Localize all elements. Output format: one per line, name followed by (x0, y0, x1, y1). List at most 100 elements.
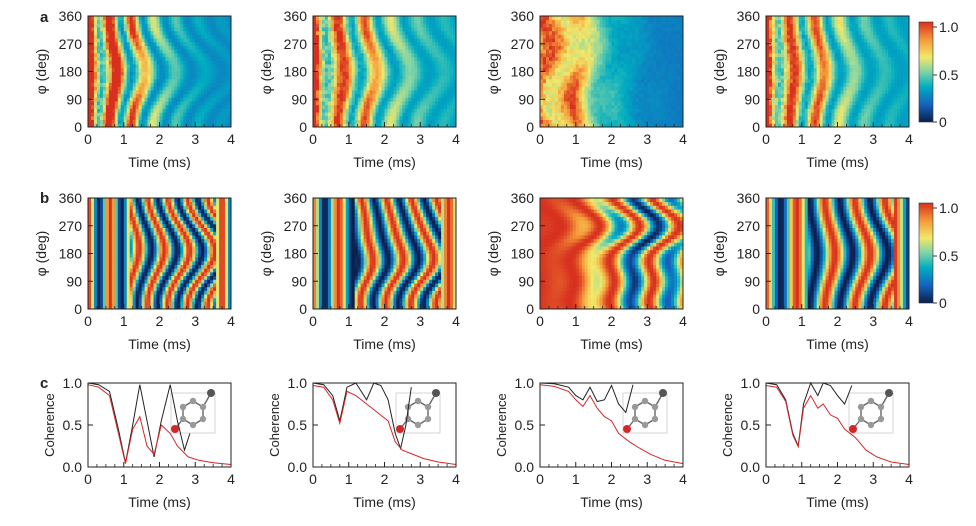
heatmap-cell (554, 101, 559, 106)
heatmap-cell (174, 119, 178, 124)
heatmap-cell (327, 71, 332, 76)
heatmap-cell (219, 93, 223, 98)
heatmap-cell (88, 56, 92, 61)
heatmap-cell (183, 49, 187, 54)
heatmap-cell (584, 64, 589, 69)
heatmap-cell (641, 82, 645, 87)
heatmap-cell (153, 30, 157, 35)
heatmap-cell (623, 19, 627, 24)
heatmap-cell (798, 90, 803, 95)
heatmap-cell (144, 123, 148, 128)
heatmap-cell (111, 82, 116, 87)
heatmap-cell (804, 38, 809, 43)
heatmap-cell (219, 64, 223, 69)
heatmap-cell (372, 49, 376, 54)
heatmap-cell (605, 67, 609, 72)
heatmap-cell (677, 56, 681, 61)
heatmap-cell (339, 53, 344, 58)
heatmap-cell (545, 23, 550, 28)
heatmap-cell (447, 112, 451, 117)
heatmap-cell (647, 56, 651, 61)
heatmap-cell (378, 49, 382, 54)
heatmap-cell (438, 23, 442, 28)
heatmap-cell (165, 119, 169, 124)
heatmap-cell (587, 90, 592, 95)
heatmap-cell (596, 97, 600, 102)
heatmap-cell (768, 108, 773, 113)
heatmap-cell (180, 64, 184, 69)
heatmap-cell (102, 56, 107, 61)
heatmap-cell (225, 38, 229, 43)
heatmap-cell (405, 49, 409, 54)
heatmap-cell (180, 41, 184, 46)
heatmap-cell (108, 19, 113, 24)
heatmap-cell (671, 78, 675, 83)
heatmap-cell (795, 75, 800, 80)
heatmap-cell (587, 53, 592, 58)
heatmap-cell (653, 41, 657, 46)
heatmap-cell (153, 19, 157, 24)
heatmap-cell (674, 104, 678, 109)
heatmap-cell (635, 27, 639, 32)
heatmap-cell (444, 27, 448, 32)
heatmap-cell (387, 97, 391, 102)
heatmap-cell (117, 53, 122, 58)
heatmap-cell (557, 78, 562, 83)
heatmap-cell (563, 108, 568, 113)
heatmap-cell (387, 56, 391, 61)
heatmap-cell (653, 104, 657, 109)
heatmap-cell (102, 23, 107, 28)
heatmap-cell (668, 16, 672, 21)
heatmap-cell (599, 115, 603, 120)
heatmap-cell (378, 108, 382, 113)
heatmap-cell (369, 112, 373, 117)
heatmap-cell (587, 86, 592, 91)
heatmap-cell (423, 38, 427, 43)
panel-letter-b: b (40, 190, 49, 207)
heatmap-cell (662, 45, 666, 50)
heatmap-cell (420, 30, 424, 35)
heatmap-cell (375, 23, 379, 28)
heatmap-cell (444, 67, 448, 72)
heatmap-cell (351, 27, 356, 32)
heatmap-cell (99, 93, 104, 98)
heatmap-cell (93, 23, 98, 28)
heatmap-cell (771, 60, 776, 65)
heatmap-cell (327, 60, 332, 65)
heatmap-cell (189, 93, 193, 98)
heatmap-cell (593, 53, 598, 58)
heatmap-cell (219, 16, 223, 21)
heatmap-cell (798, 104, 803, 109)
heatmap-cell (662, 97, 666, 102)
heatmap-cell (222, 104, 226, 109)
heatmap-cell (656, 112, 660, 117)
heatmap-cell (435, 56, 439, 61)
heatmap-cell (90, 75, 95, 80)
heatmap-cell (608, 38, 612, 43)
heatmap-cell (768, 64, 773, 69)
heatmap-cell (774, 64, 779, 69)
heatmap-cell (662, 27, 666, 32)
heatmap-cell (315, 49, 320, 54)
heatmap-cell (378, 45, 382, 50)
heatmap-cell (656, 123, 660, 128)
heatmap-cell (578, 30, 583, 35)
heatmap-cell (801, 115, 806, 120)
heatmap-cell (435, 16, 439, 21)
heatmap-cell (129, 78, 134, 83)
heatmap-cell (222, 27, 226, 32)
heatmap-cell (162, 112, 166, 117)
heatmap-cell (578, 101, 583, 106)
heatmap-cell (605, 41, 609, 46)
heatmap-cell (798, 75, 803, 80)
heatmap-cell (420, 16, 424, 21)
heatmap-cell (560, 67, 565, 72)
heatmap-cell (420, 90, 424, 95)
heatmap-cell (665, 67, 669, 72)
heatmap-cell (228, 27, 232, 32)
heatmap-cell (801, 119, 806, 124)
heatmap-cell (372, 30, 376, 35)
heatmap-cell (617, 53, 621, 58)
heatmap-cell (792, 112, 797, 117)
heatmap-cell (614, 104, 618, 109)
